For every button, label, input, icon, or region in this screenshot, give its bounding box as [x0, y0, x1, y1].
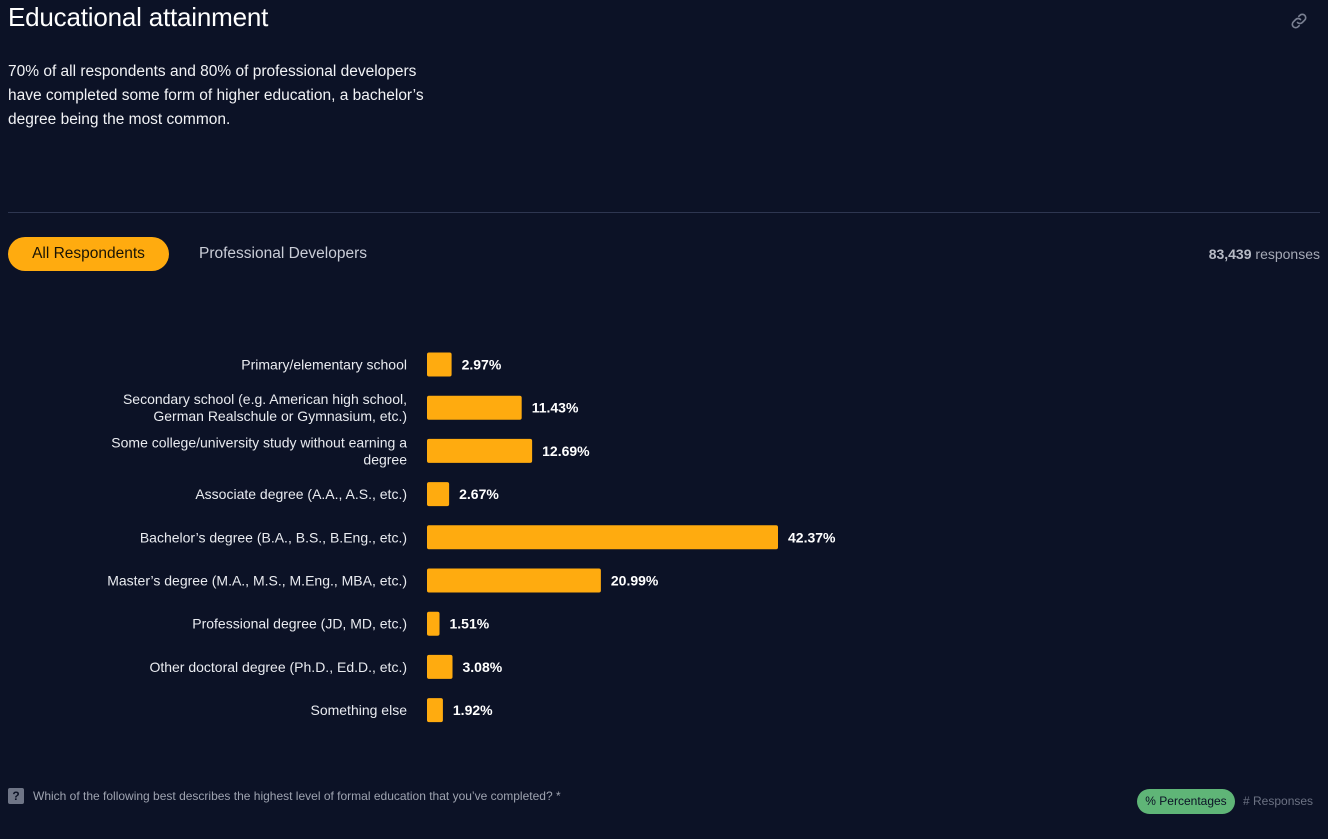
- category-label-line: Something else: [310, 702, 407, 718]
- category-label: Associate degree (A.A., A.S., etc.): [195, 486, 407, 502]
- bar[interactable]: [427, 352, 452, 377]
- category-label: Other doctoral degree (Ph.D., Ed.D., etc…: [149, 659, 407, 675]
- bar[interactable]: [427, 395, 522, 420]
- category-label-line: Associate degree (A.A., A.S., etc.): [195, 486, 407, 502]
- category-label-line: German Realschule or Gymnasium, etc.): [153, 408, 407, 424]
- bar[interactable]: [427, 525, 778, 550]
- category-label: Some college/university study without ea…: [111, 434, 407, 467]
- category-label-line: Other doctoral degree (Ph.D., Ed.D., etc…: [149, 659, 407, 675]
- category-label-line: Bachelor’s degree (B.A., B.S., B.Eng., e…: [140, 529, 407, 545]
- responses-toggle[interactable]: # Responses: [1243, 794, 1314, 808]
- page-title: Educational attainment: [8, 2, 269, 32]
- bar[interactable]: [427, 611, 440, 636]
- bar[interactable]: [427, 438, 533, 463]
- value-label: 2.97%: [462, 357, 502, 373]
- percentages-toggle[interactable]: % Percentages: [1137, 789, 1235, 814]
- question-icon: ?: [8, 788, 24, 804]
- category-label: Secondary school (e.g. American high sch…: [123, 391, 407, 424]
- category-label-line: degree: [363, 451, 407, 467]
- category-label: Primary/elementary school: [241, 357, 407, 373]
- category-label-line: Some college/university study without ea…: [111, 434, 407, 450]
- bar-chart: Primary/elementary school 2.97% Secondary …: [107, 352, 836, 723]
- category-label: Master’s degree (M.A., M.S., M.Eng., MBA…: [107, 573, 407, 589]
- category-label: Bachelor’s degree (B.A., B.S., B.Eng., e…: [140, 529, 407, 545]
- bar[interactable]: [427, 568, 601, 593]
- link-icon[interactable]: [1290, 12, 1308, 30]
- category-label-line: Professional degree (JD, MD, etc.): [192, 616, 407, 632]
- value-label: 12.69%: [542, 443, 590, 459]
- survey-question: Which of the following best describes th…: [33, 789, 561, 803]
- responses-count: 83,439 responses: [1209, 246, 1320, 262]
- value-label: 1.92%: [453, 702, 493, 718]
- category-label-line: Master’s degree (M.A., M.S., M.Eng., MBA…: [107, 573, 407, 589]
- category-label-line: Secondary school (e.g. American high sch…: [123, 391, 407, 407]
- tab-professional-developers[interactable]: Professional Developers: [198, 245, 367, 262]
- category-label: Something else: [310, 702, 407, 718]
- tab-all-respondents[interactable]: All Respondents: [8, 237, 169, 271]
- responses-label: responses: [1255, 246, 1320, 262]
- category-label: Professional degree (JD, MD, etc.): [192, 616, 407, 632]
- summary-text: 70% of all respondents and 80% of profes…: [8, 63, 424, 128]
- value-label: 3.08%: [463, 659, 503, 675]
- value-label: 42.37%: [788, 529, 836, 545]
- value-label: 20.99%: [611, 573, 659, 589]
- bar[interactable]: [427, 482, 450, 507]
- bar[interactable]: [427, 698, 443, 723]
- divider: [8, 212, 1320, 213]
- value-label: 11.43%: [532, 400, 579, 416]
- responses-number: 83,439: [1208, 246, 1252, 262]
- value-label: 2.67%: [459, 486, 499, 502]
- category-label-line: Primary/elementary school: [241, 357, 407, 373]
- value-label: 1.51%: [450, 616, 490, 632]
- bar[interactable]: [427, 654, 453, 679]
